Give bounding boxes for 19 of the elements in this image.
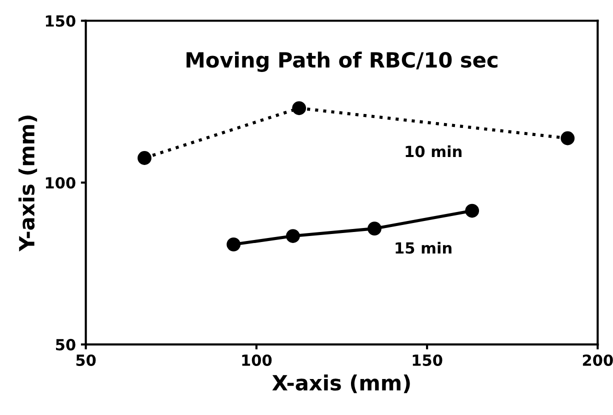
point	[560, 131, 575, 146]
point	[226, 237, 241, 252]
y-axis-title: Y-axis (mm)	[18, 116, 38, 252]
x-tick-label: 150	[412, 354, 442, 366]
point	[286, 229, 300, 243]
text: Moving Path of RBC/10 sec	[186, 52, 498, 72]
y-tick-label: 150	[46, 15, 76, 27]
series-label: 10 min	[406, 145, 462, 158]
y-tick-label: 100	[46, 177, 76, 189]
point	[292, 101, 306, 116]
x-axis-title: X-axis (mm)	[272, 374, 410, 394]
x-tick-label: 50	[76, 354, 96, 366]
point	[138, 151, 152, 165]
point	[465, 204, 480, 218]
x-tick-label: 200	[582, 354, 613, 366]
point	[368, 222, 382, 236]
series-label: 15 min	[396, 242, 452, 254]
y-tick-label: 50	[56, 338, 76, 350]
x-tick-label: 100	[242, 354, 272, 366]
